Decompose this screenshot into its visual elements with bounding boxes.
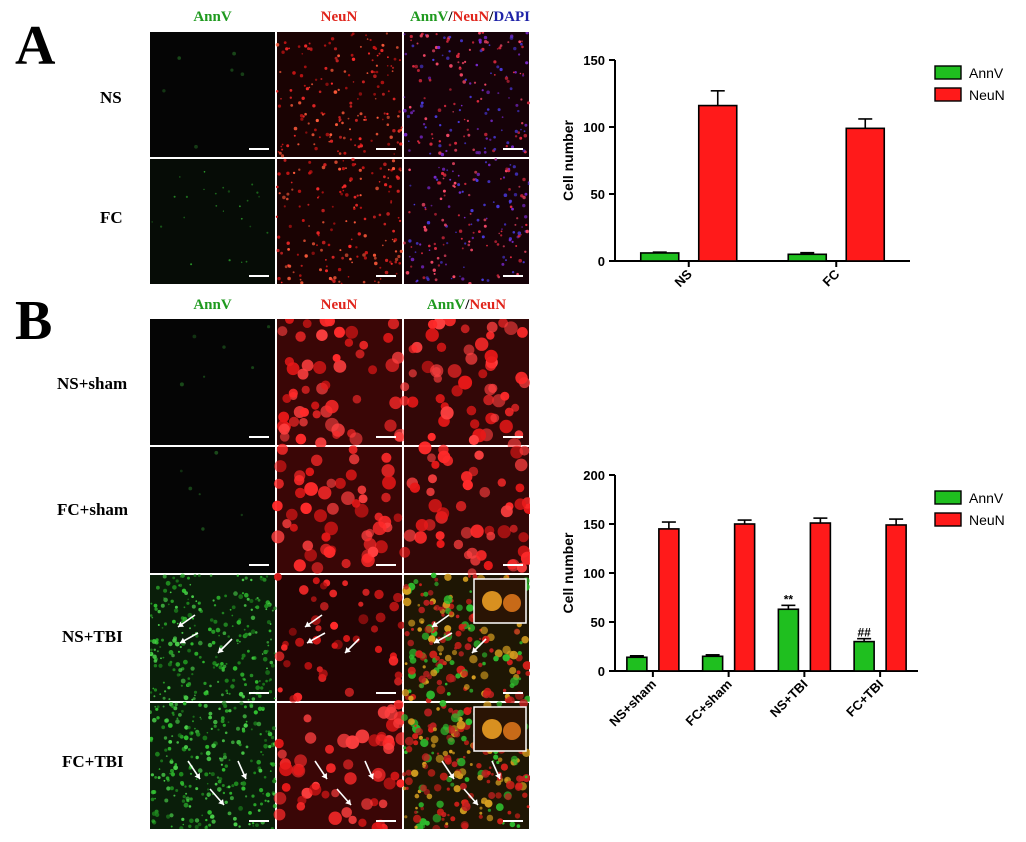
x-tick-label: FC+TBI	[843, 677, 886, 720]
white-arrow-head	[432, 621, 438, 627]
panel-a-col-header-neun: NeuN	[320, 9, 358, 25]
y-tick-label: 150	[583, 517, 605, 532]
panel-b-tile-r3-c1	[273, 699, 409, 834]
white-arrow-head	[194, 773, 200, 779]
y-tick-label: 0	[598, 254, 605, 269]
bar-annv-0	[626, 656, 648, 672]
panel-letter-b: B	[15, 290, 53, 352]
panel-b-col-header-annv: AnnV	[193, 297, 232, 313]
significance-annotation: **	[784, 592, 794, 606]
significance-annotation: ##	[857, 626, 871, 640]
panel-a-micrograph-grid	[150, 31, 530, 286]
panel-b-tile-r1-c0	[150, 447, 275, 573]
x-tick-label: FC	[820, 266, 843, 289]
chart-b: 0 50 100 150 200 Cell number NS+sham FC+sham NS+…	[560, 468, 1005, 730]
y-tick-label: 50	[591, 187, 605, 202]
panel-a-tile-r1-c0	[150, 159, 275, 284]
bar-annv-3	[853, 640, 875, 672]
white-arrow-head	[448, 773, 454, 779]
y-tick-label: 0	[598, 664, 605, 679]
white-arrow-head	[345, 799, 351, 805]
panel-b-micrograph-grid	[148, 313, 535, 834]
bar-annv-1	[787, 253, 828, 262]
white-arrow-head	[434, 637, 440, 644]
panel-b-col-header-neun: NeuN	[320, 297, 358, 313]
x-tick-label: NS+sham	[606, 677, 659, 730]
bar-neun-0	[658, 528, 680, 672]
white-arrow-head	[218, 799, 224, 805]
merge-inset	[473, 578, 527, 624]
panel-b-row-label-ns-tbi: NS+TBI	[62, 627, 123, 646]
panel-b-tile-r0-c2	[399, 314, 530, 452]
legend-label-neun: NeuN	[969, 87, 1005, 103]
panel-b-tile-r2-c0	[149, 573, 277, 701]
bar-neun-2	[809, 522, 832, 672]
white-arrow-head	[472, 799, 478, 805]
white-arrow-head	[345, 647, 351, 653]
bar-annv-0	[639, 252, 680, 262]
panel-a-tile-r1-c2	[402, 158, 530, 286]
legend-swatch-neun	[934, 512, 962, 527]
x-tick-label: FC+sham	[682, 677, 734, 729]
legend-label-annv: AnnV	[969, 490, 1004, 506]
panel-b-row-label-ns-sham: NS+sham	[57, 374, 128, 393]
panel-b-micrograph-svg	[148, 313, 535, 834]
y-axis-label: Cell number	[560, 119, 576, 200]
panel-b-tile-r0-c1	[277, 313, 407, 449]
bar-neun-1	[733, 523, 756, 672]
panel-b-row-label-fc-sham: FC+sham	[57, 500, 129, 519]
panel-a-col-header-annv: AnnV	[193, 9, 232, 25]
panel-b-tile-r1-c2	[399, 441, 535, 578]
bar-neun-1	[845, 127, 886, 262]
white-arrow-head	[368, 773, 374, 779]
legend-label-annv: AnnV	[969, 65, 1004, 81]
panel-b-tile-r2-c1	[274, 573, 406, 703]
y-tick-label: 100	[583, 566, 605, 581]
bar-annv-1	[701, 655, 724, 672]
merge-inset	[473, 706, 527, 752]
bar-annv-2	[777, 608, 800, 672]
y-tick-label: 50	[591, 615, 605, 630]
legend-label-neun: NeuN	[969, 512, 1005, 528]
white-arrow-head	[321, 773, 327, 779]
panel-a-tile-r1-c1	[275, 157, 403, 285]
panel-b-tile-r3-c0	[148, 700, 277, 831]
panel-b-tile-r1-c1	[271, 443, 403, 574]
panel-a-row-label-ns: NS	[100, 88, 122, 107]
white-arrow-head	[218, 647, 224, 653]
white-arrow-head	[305, 621, 311, 627]
x-tick-label: NS	[671, 266, 695, 290]
panel-letter-a: A	[15, 15, 56, 77]
panel-b-row-label-fc-tbi: FC+TBI	[62, 752, 124, 771]
panel-a-tile-r0-c0	[150, 32, 275, 157]
bar-neun-0	[697, 104, 738, 262]
panel-a-tile-r0-c2	[403, 31, 530, 157]
y-axis-label: Cell number	[560, 532, 576, 613]
bar-neun-3	[885, 524, 907, 672]
panel-b-col-header-merge: AnnV/NeuN	[426, 297, 507, 313]
panel-a-col-header-merge: AnnV/NeuN/DAPI	[409, 9, 531, 25]
panel-a-tile-r0-c1	[275, 32, 403, 158]
white-arrow-head	[178, 621, 184, 627]
white-arrow-head	[180, 637, 186, 644]
panel-a-row-label-fc: FC	[100, 208, 123, 227]
panel-a-micrograph-svg	[150, 31, 530, 286]
panel-b-tile-r0-c0	[150, 319, 275, 445]
y-tick-label: 100	[583, 120, 605, 135]
white-arrow-head	[472, 647, 478, 653]
white-arrow-head	[495, 773, 501, 779]
y-tick-label: 200	[583, 468, 605, 483]
x-tick-label: NS+TBI	[767, 677, 811, 721]
white-arrow-head	[307, 637, 313, 644]
legend-swatch-neun	[934, 87, 962, 102]
legend-swatch-annv	[934, 490, 962, 505]
chart-a: 0 50 100 150 Cell number NS FC AnnV NeuN	[560, 53, 1005, 290]
y-tick-label: 150	[583, 53, 605, 68]
white-arrow-head	[241, 773, 247, 779]
legend-swatch-annv	[934, 65, 962, 80]
